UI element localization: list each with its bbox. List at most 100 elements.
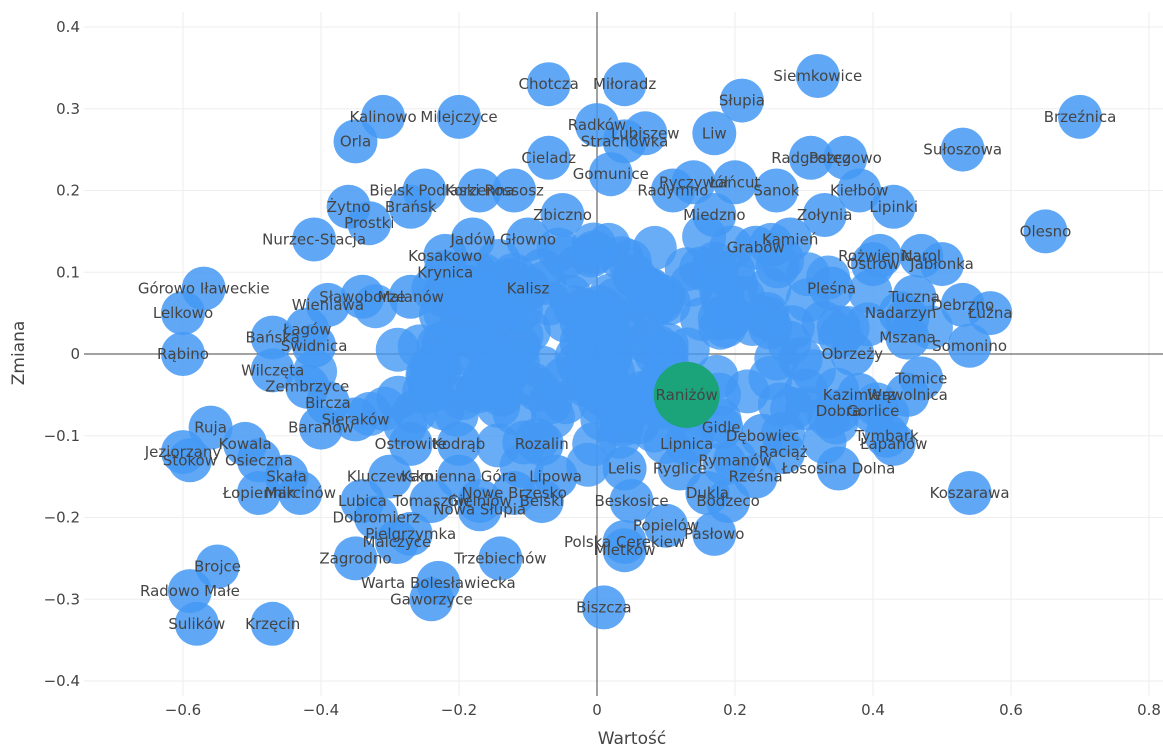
data-point[interactable]: [609, 479, 654, 524]
data-point[interactable]: [692, 111, 737, 156]
data-point[interactable]: [920, 242, 964, 287]
data-point[interactable]: [236, 471, 281, 515]
data-point[interactable]: [167, 438, 212, 483]
data-point[interactable]: [885, 372, 930, 417]
data-point[interactable]: [1058, 94, 1102, 139]
data-point[interactable]: [492, 168, 537, 213]
data-point[interactable]: [299, 405, 343, 450]
data-point[interactable]: [457, 487, 502, 532]
data-point[interactable]: [506, 266, 550, 311]
data-point[interactable]: [506, 217, 550, 262]
data-point[interactable]: [947, 471, 992, 515]
data-point[interactable]: [692, 511, 737, 556]
data-point[interactable]: [333, 536, 378, 581]
point-label: Kodrąb: [433, 435, 486, 453]
data-point[interactable]: [457, 168, 502, 213]
data-point[interactable]: [388, 274, 433, 319]
data-point[interactable]: [540, 193, 585, 237]
data-point[interactable]: [885, 315, 930, 360]
data-point[interactable]: [161, 291, 205, 336]
background-point: [694, 249, 739, 294]
background-point: [745, 292, 790, 336]
data-point[interactable]: [1023, 209, 1068, 254]
data-point[interactable]: [347, 201, 392, 246]
data-point[interactable]: [816, 446, 861, 491]
data-point[interactable]: [940, 127, 985, 172]
point-label: Łańcut: [709, 173, 761, 191]
data-point[interactable]: [333, 119, 378, 164]
data-point[interactable]: [768, 217, 813, 262]
x-tick-label: 0: [592, 701, 602, 719]
point-label: Głowno: [500, 231, 556, 249]
point-label: Brojce: [194, 558, 241, 576]
highlight-point[interactable]: [653, 361, 720, 428]
data-point[interactable]: [851, 242, 895, 287]
data-point[interactable]: [340, 274, 385, 319]
data-point[interactable]: [409, 479, 454, 524]
data-point[interactable]: [333, 397, 378, 442]
data-points: [161, 54, 1102, 646]
point-label: Popielów: [633, 517, 699, 535]
data-point[interactable]: [719, 78, 764, 123]
data-point[interactable]: [602, 528, 647, 573]
point-label: Dębowiec: [726, 427, 799, 445]
data-point[interactable]: [292, 323, 337, 368]
data-point[interactable]: [713, 160, 757, 205]
data-point[interactable]: [809, 266, 854, 311]
point-label: Nadarzyn: [865, 304, 937, 322]
data-point[interactable]: [409, 577, 454, 622]
data-point[interactable]: [644, 503, 688, 548]
point-label: Pasłowo: [684, 525, 744, 543]
data-point[interactable]: [388, 184, 433, 229]
data-point[interactable]: [947, 323, 992, 368]
data-point[interactable]: [802, 193, 847, 237]
data-point[interactable]: [733, 225, 778, 270]
point-label: Żytno: [327, 197, 371, 216]
point-label: Nurzec-Stacja: [262, 231, 366, 249]
y-tick-label: 0: [70, 345, 80, 363]
point-label: Zbiczno: [533, 206, 592, 224]
point-label: Rozalin: [515, 435, 569, 453]
data-point[interactable]: [830, 332, 875, 376]
data-point[interactable]: [588, 152, 633, 197]
data-point[interactable]: [871, 421, 916, 466]
data-point[interactable]: [478, 536, 523, 581]
data-point[interactable]: [519, 479, 564, 524]
data-point[interactable]: [581, 585, 626, 630]
point-label: Bircza: [305, 394, 351, 412]
data-point[interactable]: [692, 193, 737, 237]
point-label: Świdnica: [281, 336, 348, 355]
data-point[interactable]: [292, 217, 337, 262]
data-point[interactable]: [871, 184, 916, 229]
point-label: Polska Cerekiew: [564, 533, 685, 551]
data-point[interactable]: [788, 135, 833, 180]
data-point[interactable]: [278, 471, 323, 515]
data-point[interactable]: [174, 601, 219, 646]
data-point[interactable]: [250, 315, 295, 360]
point-label: Jadów: [450, 231, 496, 249]
data-point[interactable]: [816, 389, 861, 434]
data-point[interactable]: [161, 332, 205, 376]
point-label: Belski: [520, 492, 564, 510]
data-point[interactable]: [167, 569, 212, 614]
y-tick-label: −0.2: [44, 509, 80, 527]
data-point[interactable]: [388, 421, 433, 466]
data-point[interactable]: [374, 520, 419, 564]
data-point[interactable]: [754, 168, 799, 213]
data-point[interactable]: [526, 62, 571, 107]
data-point[interactable]: [423, 250, 468, 295]
point-label: Lubica: [338, 492, 387, 510]
data-point[interactable]: [250, 601, 295, 646]
data-point[interactable]: [795, 54, 840, 98]
data-point[interactable]: [437, 94, 481, 139]
data-point[interactable]: [671, 160, 716, 205]
point-label: Słupia: [719, 92, 765, 110]
data-point[interactable]: [526, 135, 571, 180]
data-point[interactable]: [602, 62, 647, 107]
background-point: [665, 327, 710, 372]
data-point[interactable]: [968, 291, 1013, 336]
data-point[interactable]: [437, 421, 481, 466]
data-point[interactable]: [250, 348, 295, 393]
data-point[interactable]: [837, 168, 882, 213]
point-label: Lipnica: [660, 435, 713, 453]
